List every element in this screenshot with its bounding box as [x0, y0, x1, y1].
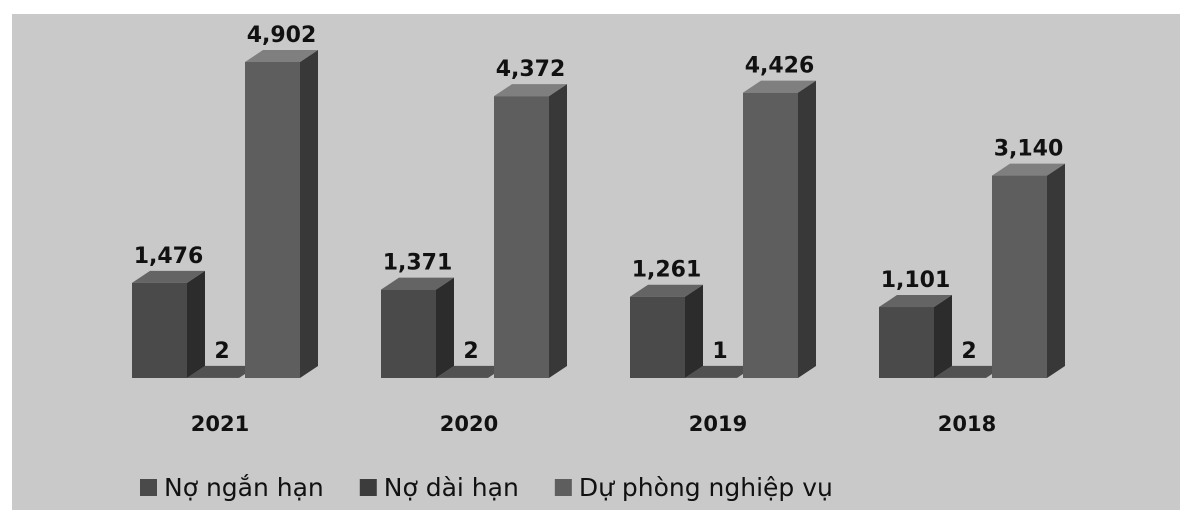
bar [743, 92, 798, 378]
x-tick-label: 2018 [938, 412, 996, 436]
data-label: 1,371 [383, 251, 453, 276]
bar [992, 175, 1047, 378]
bar-side [436, 277, 454, 378]
bar-side [798, 80, 816, 378]
data-label: 3,140 [994, 137, 1064, 162]
bar [245, 62, 300, 378]
legend-swatch [359, 479, 377, 496]
bar [879, 307, 934, 378]
bar [132, 282, 187, 378]
bar-side [300, 50, 318, 378]
bar-side [549, 84, 567, 378]
chart-background [12, 14, 1180, 510]
bar-side [685, 284, 703, 378]
x-tick-label: 2020 [440, 412, 498, 436]
data-label: 2 [463, 339, 478, 364]
bar-top [381, 277, 454, 290]
data-label: 4,372 [496, 57, 566, 82]
data-label: 1,101 [881, 268, 951, 293]
x-tick-label: 2021 [191, 412, 249, 436]
legend-label: Nợ ngắn hạn [164, 473, 324, 502]
bar-top [992, 163, 1065, 176]
bar-side [1047, 163, 1065, 378]
data-label: 2 [214, 339, 229, 364]
bar [630, 296, 685, 378]
bar [494, 96, 549, 378]
legend-label: Dự phòng nghiệp vụ [579, 473, 833, 502]
x-tick-label: 2019 [689, 412, 747, 436]
data-label: 4,902 [247, 23, 317, 48]
data-label: 4,426 [745, 54, 815, 79]
bar-side [187, 270, 205, 378]
bar-top [245, 50, 318, 62]
bar [381, 289, 436, 378]
bar-top [630, 284, 703, 297]
bar-top [685, 365, 755, 378]
data-label: 1,261 [632, 258, 702, 283]
legend-swatch [554, 479, 572, 496]
bar-top [494, 84, 567, 97]
bar-top [879, 295, 952, 308]
bar-side [934, 295, 952, 378]
data-label: 2 [961, 339, 976, 364]
data-label: 1 [712, 339, 727, 364]
bar-top [187, 365, 257, 378]
bar-top [132, 270, 205, 283]
bar-top [436, 365, 506, 378]
data-label: 1,476 [134, 244, 204, 269]
legend-label: Nợ dài hạn [384, 473, 519, 502]
bar-top [934, 365, 1004, 378]
legend-swatch [140, 479, 157, 496]
bar-top [743, 80, 816, 93]
